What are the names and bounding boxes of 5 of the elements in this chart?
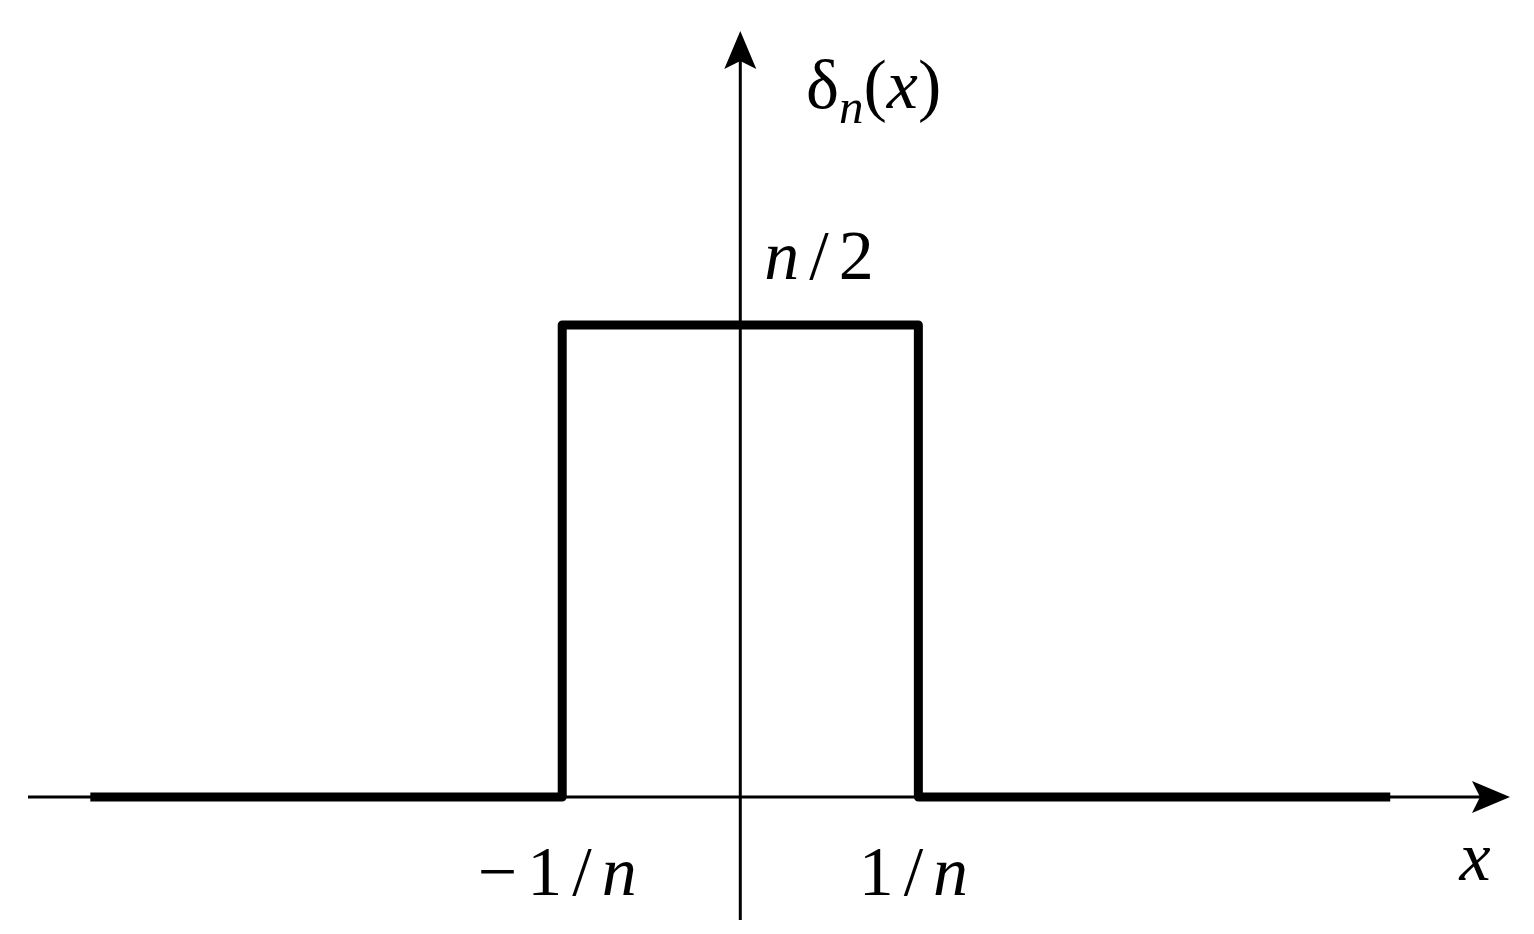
x-axis-title: x xyxy=(1458,818,1491,895)
x-tick-label: 1/n xyxy=(858,833,979,910)
x-tick-label: −1/n xyxy=(477,833,647,910)
annotation: n/2 xyxy=(764,217,884,294)
y-axis-title: δ$_{n}$(x) xyxy=(806,46,942,134)
